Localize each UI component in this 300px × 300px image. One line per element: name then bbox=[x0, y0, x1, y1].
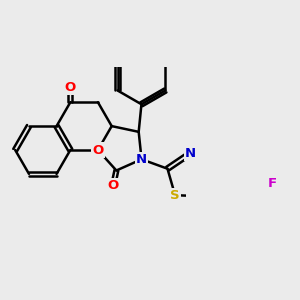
Text: N: N bbox=[185, 147, 196, 160]
Text: O: O bbox=[92, 143, 104, 157]
Text: S: S bbox=[170, 189, 180, 202]
Text: N: N bbox=[136, 153, 147, 166]
Text: O: O bbox=[65, 81, 76, 94]
Text: F: F bbox=[267, 178, 277, 190]
Text: O: O bbox=[108, 179, 119, 192]
